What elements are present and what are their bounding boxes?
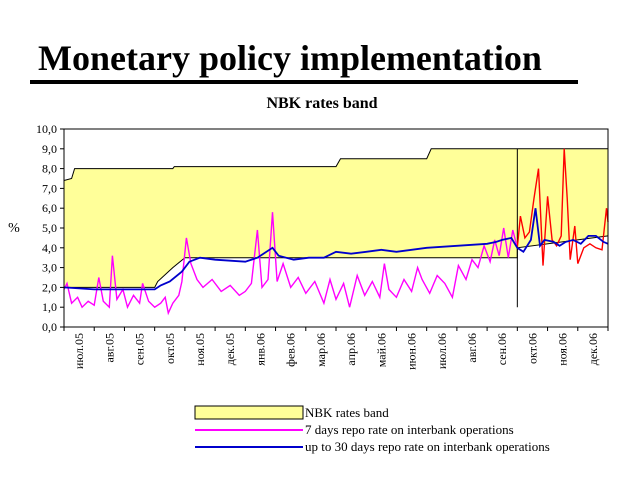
y-tick-label: 2,0 bbox=[42, 280, 57, 294]
x-tick-label: апр.06 bbox=[344, 333, 358, 366]
y-tick-label: 10,0 bbox=[36, 122, 57, 136]
x-tick-label: сен.06 bbox=[495, 333, 509, 365]
y-axis-label: % bbox=[8, 221, 20, 236]
series-repo-7d-oct-line bbox=[516, 148, 609, 266]
legend-repo-30d-label: up to 30 days repo rate on interbank ope… bbox=[305, 439, 550, 454]
y-tick-label: 4,0 bbox=[42, 241, 57, 255]
legend-band-swatch bbox=[194, 405, 304, 420]
y-tick-label: 0,0 bbox=[42, 320, 57, 334]
x-tick-label: янв.06 bbox=[253, 333, 267, 366]
y-tick-label: 5,0 bbox=[42, 221, 57, 235]
series-repo-30d-line bbox=[63, 208, 609, 291]
band-upper-line bbox=[63, 148, 608, 181]
chart-title: NBK rates band bbox=[266, 95, 377, 112]
x-tick-label: окт.05 bbox=[163, 333, 177, 364]
x-tick-label: июн.06 bbox=[405, 333, 419, 370]
x-tick-label: дек.05 bbox=[223, 333, 237, 365]
x-tick-label: фев.06 bbox=[284, 333, 298, 367]
slide-title: Monetary policy implementation bbox=[38, 38, 542, 78]
x-tick-label: дек.06 bbox=[586, 333, 600, 365]
y-tick-label: 3,0 bbox=[42, 261, 57, 275]
x-tick-label: июл.05 bbox=[72, 333, 86, 369]
x-tick-label: авг.05 bbox=[102, 333, 116, 363]
plot-area bbox=[63, 148, 609, 316]
y-tick-label: 8,0 bbox=[42, 162, 57, 176]
axes: 0,0 1,0 2,0 3,0 4,0 5,0 6,0 7,0 8,0 9,0 10,0 июл.05… bbox=[36, 122, 609, 370]
x-tick-label: июл.06 bbox=[435, 333, 449, 369]
y-tick-label: 6,0 bbox=[42, 201, 57, 215]
y-tick-label: 1,0 bbox=[42, 300, 57, 314]
x-tick-label: май.06 bbox=[374, 333, 388, 367]
x-tick-label: авг.06 bbox=[465, 333, 479, 363]
band-area bbox=[64, 148, 608, 288]
y-tick-label: 9,0 bbox=[42, 142, 57, 156]
series-repo-7d-line bbox=[63, 212, 518, 316]
legend-repo-7d-label: 7 days repo rate on interbank operations bbox=[305, 422, 514, 437]
x-tick-label: ноя.06 bbox=[556, 333, 570, 366]
y-tick-label: 7,0 bbox=[42, 181, 57, 195]
legend: NBK rates band 7 days repo rate on interb… bbox=[194, 405, 550, 454]
x-tick-label: окт.06 bbox=[525, 333, 539, 364]
x-tick-label: мар.06 bbox=[314, 333, 328, 367]
x-tick-label: сен.05 bbox=[133, 333, 147, 365]
title-underline bbox=[30, 80, 578, 84]
x-tick-label: ноя.05 bbox=[193, 333, 207, 366]
legend-band-label: NBK rates band bbox=[305, 405, 389, 420]
